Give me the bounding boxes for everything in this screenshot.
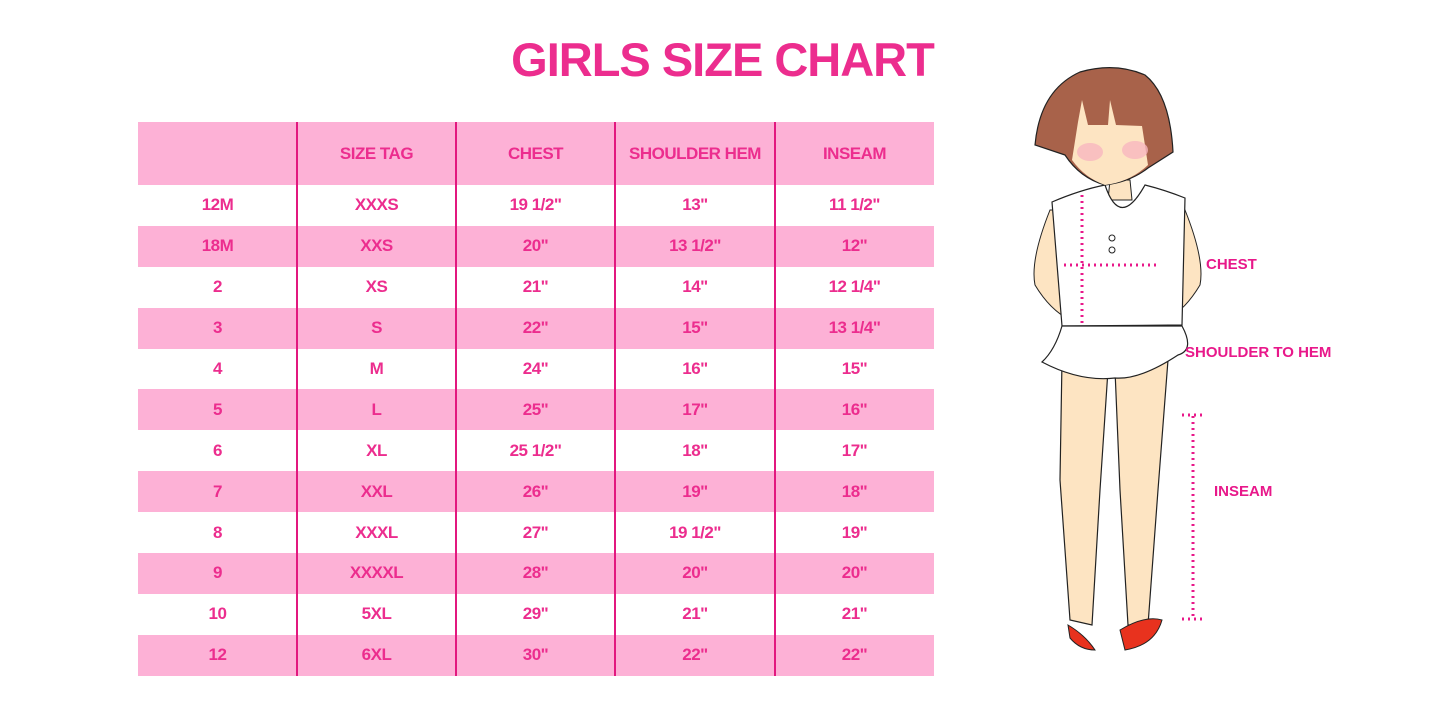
- table-cell: 22": [841, 645, 868, 665]
- table-cell: 9: [213, 563, 222, 583]
- column-header: SHOULDER HEM: [629, 143, 761, 163]
- table-row: 8 XXXL 27" 19 1/2" 19": [138, 512, 934, 553]
- table-cell: 6XL: [361, 645, 392, 665]
- table-cell: 22": [682, 645, 708, 665]
- table-cell: 19 1/2": [509, 195, 562, 215]
- table-cell: 20": [841, 563, 868, 583]
- table-cell: 5XL: [361, 604, 392, 624]
- table-cell: XXXXL: [349, 563, 404, 583]
- table-row: 10 5XL 29" 21" 21": [138, 594, 934, 635]
- table-cell: S: [371, 318, 382, 338]
- table-cell: 4: [213, 359, 222, 378]
- table-cell: 2: [213, 277, 222, 297]
- column-divider: [455, 122, 457, 676]
- table-cell: 12M: [201, 195, 234, 215]
- table-row: 5 L 25" 17" 16": [138, 389, 934, 431]
- table-cell: 3: [213, 318, 222, 338]
- table-cell: 21": [841, 604, 868, 624]
- table-cell: 11 1/2": [829, 195, 880, 215]
- table-cell: 22": [522, 318, 549, 338]
- table-cell: XXXS: [354, 195, 399, 215]
- table-cell: 5: [213, 399, 222, 419]
- size-chart-table: SIZE TAG CHEST SHOULDER HEM INSEAM 12M XXXS 19…: [138, 122, 934, 676]
- table-row: 12 6XL 30" 22" 22": [138, 634, 934, 676]
- table-cell: 21": [682, 604, 708, 624]
- table-row: 2 XS 21" 14" 12 1/4": [138, 267, 934, 308]
- table-cell: 25": [522, 399, 549, 419]
- table-cell: 16": [841, 399, 868, 419]
- table-cell: 12": [841, 236, 868, 256]
- column-header: SIZE TAG: [339, 143, 414, 163]
- table-cell: 10: [208, 604, 227, 624]
- shoulder-to-hem-label: SHOULDER TO HEM: [1185, 344, 1332, 361]
- table-cell: 28": [522, 563, 549, 583]
- table-cell: 13 1/4": [828, 318, 881, 338]
- table-cell: 21": [522, 277, 549, 297]
- table-cell: XXS: [360, 236, 393, 256]
- table-cell: 13 1/2": [669, 236, 721, 256]
- table-cell: 20": [522, 236, 549, 256]
- column-divider: [296, 122, 298, 676]
- table-cell: 12 1/4": [828, 277, 881, 297]
- table-cell: 7: [213, 481, 222, 501]
- page-title: GIRLS SIZE CHART: [511, 33, 935, 86]
- table-cell: 17": [682, 399, 708, 419]
- table-cell: 18": [682, 440, 708, 460]
- column-divider: [774, 122, 776, 676]
- table-cell: XXL: [360, 481, 393, 501]
- table-cell: 15": [841, 359, 868, 378]
- table-cell: M: [369, 359, 384, 378]
- column-header: INSEAM: [822, 143, 887, 163]
- table-cell: 19": [841, 522, 868, 542]
- table-cell: 16": [682, 359, 708, 378]
- table-row: 7 XXL 26" 19" 18": [138, 471, 934, 513]
- table-cell: 18": [841, 481, 868, 501]
- table-cell: 25 1/2": [509, 440, 562, 460]
- table-row: 4 M 24" 16" 15": [138, 349, 934, 390]
- table-cell: 8: [213, 522, 222, 542]
- table-cell: 18M: [201, 236, 234, 256]
- table-cell: 26": [522, 481, 549, 501]
- chest-label: CHEST: [1206, 256, 1257, 273]
- table-cell: 19": [682, 481, 708, 501]
- table-cell: 19 1/2": [669, 522, 721, 542]
- table-cell: XS: [365, 277, 388, 297]
- table-cell: 27": [522, 522, 549, 542]
- girl-measurement-illustration: CHEST SHOULDER TO HEM INSEAM: [1020, 60, 1380, 670]
- table-row: 3 S 22" 15" 13 1/4": [138, 307, 934, 349]
- table-cell: XL: [366, 440, 387, 460]
- girl-figure-drawing: [1033, 67, 1202, 651]
- table-row: 9 XXXXL 28" 20" 20": [138, 553, 934, 594]
- column-divider: [614, 122, 616, 676]
- table-cell: 14": [682, 277, 708, 297]
- column-header: CHEST: [507, 143, 564, 163]
- header-row: SIZE TAG CHEST SHOULDER HEM INSEAM: [138, 122, 934, 185]
- table-cell: L: [371, 399, 382, 419]
- table-row: 18M XXS 20" 13 1/2" 12": [138, 225, 934, 267]
- table-cell: 13": [682, 195, 708, 215]
- table-cell: 20": [682, 563, 708, 583]
- table-cell: 24": [522, 359, 549, 378]
- table-cell: 17": [841, 440, 868, 460]
- table-cell: XXXL: [355, 522, 398, 542]
- table-cell: 29": [522, 604, 549, 624]
- table-row: 12M XXXS 19 1/2" 13" 11 1/2": [138, 185, 934, 226]
- table-cell: 30": [522, 645, 549, 665]
- table-cell: 12: [208, 645, 227, 665]
- table-row: 6 XL 25 1/2" 18" 17": [138, 430, 934, 471]
- table-cell: 6: [213, 440, 222, 460]
- inseam-label: INSEAM: [1214, 483, 1273, 500]
- table-cell: 15": [682, 318, 708, 338]
